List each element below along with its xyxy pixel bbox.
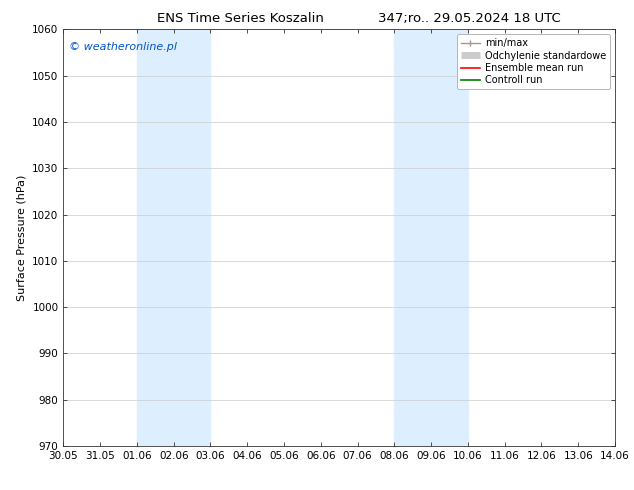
Bar bbox=[137, 29, 210, 446]
Text: © weatheronline.pl: © weatheronline.pl bbox=[69, 42, 177, 52]
Text: 347;ro.. 29.05.2024 18 UTC: 347;ro.. 29.05.2024 18 UTC bbox=[378, 12, 560, 25]
Bar bbox=[394, 29, 468, 446]
Y-axis label: Surface Pressure (hPa): Surface Pressure (hPa) bbox=[16, 174, 27, 301]
Text: ENS Time Series Koszalin: ENS Time Series Koszalin bbox=[157, 12, 325, 25]
Legend: min/max, Odchylenie standardowe, Ensemble mean run, Controll run: min/max, Odchylenie standardowe, Ensembl… bbox=[456, 34, 610, 89]
